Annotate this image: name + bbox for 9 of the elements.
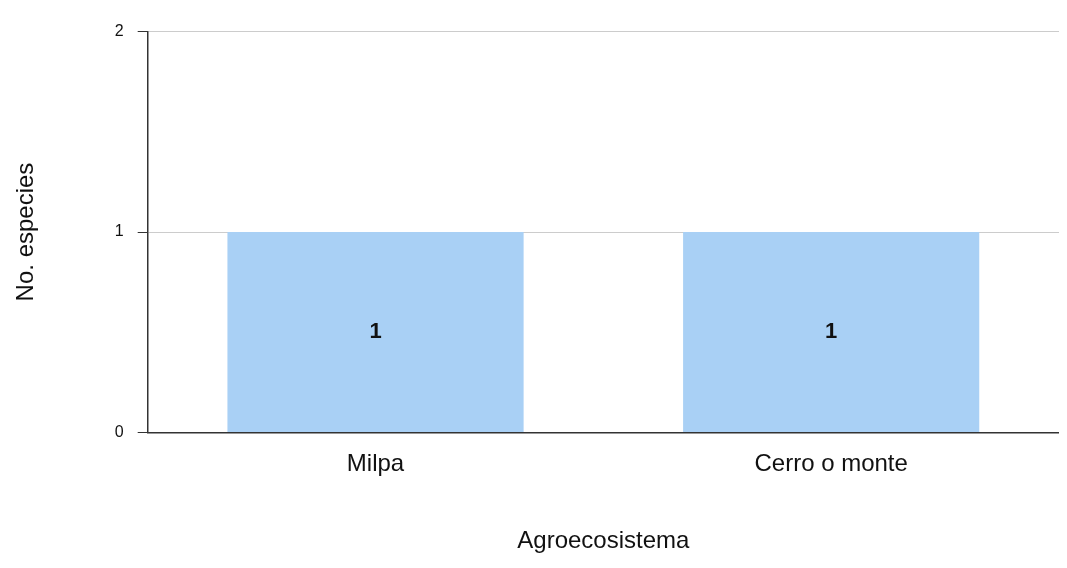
x-tick-label: Milpa	[346, 449, 405, 477]
y-tick-label: 1	[114, 222, 124, 240]
y-tick-label: 0	[114, 422, 124, 440]
y-axis-title: No. especies	[11, 162, 39, 302]
data-label: 1	[825, 318, 838, 344]
data-label: 1	[369, 318, 382, 344]
y-tick-label: 2	[114, 22, 124, 40]
x-axis-title: Agroecosistema	[517, 526, 691, 554]
x-tick-label: Cerro o monte	[754, 449, 908, 477]
